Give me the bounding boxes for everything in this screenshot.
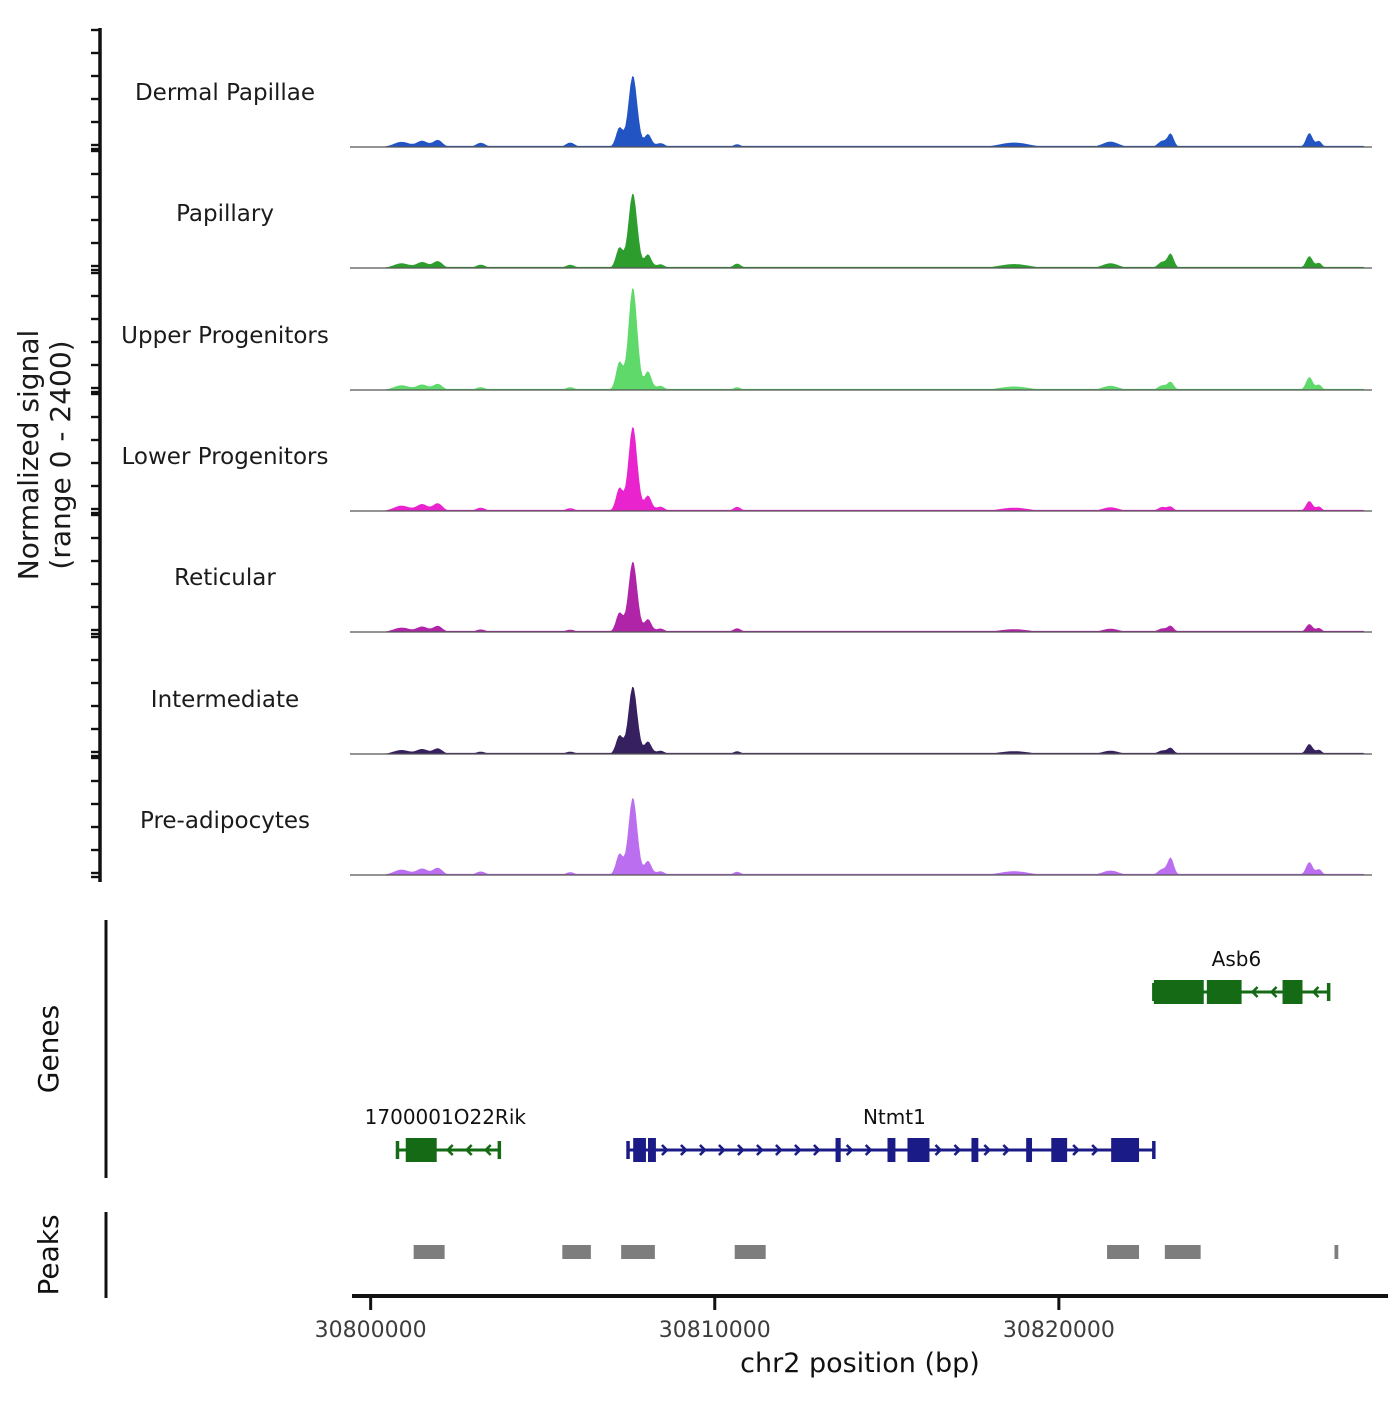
x-axis-tick-label: 30820000 bbox=[1003, 1318, 1115, 1343]
signal-track-intermediate: Intermediate bbox=[151, 686, 1372, 755]
y-axis-label-line2: (range 0 - 2400) bbox=[44, 340, 77, 569]
signal-area-upper-progenitors bbox=[350, 288, 1372, 390]
peak-box bbox=[734, 1245, 766, 1259]
strand-arrow-icon bbox=[445, 1144, 454, 1156]
gene-exon bbox=[1111, 1138, 1140, 1162]
track-label-reticular: Reticular bbox=[174, 565, 276, 591]
x-axis-tick-label: 30800000 bbox=[315, 1318, 427, 1343]
x-axis-ticks: 30800000 30810000 30820000 bbox=[315, 1296, 1115, 1343]
gene-exon bbox=[1206, 980, 1242, 1004]
strand-arrow-icon bbox=[1002, 1144, 1011, 1156]
gene-exon bbox=[633, 1138, 646, 1162]
peak-box bbox=[1164, 1245, 1201, 1259]
strand-arrow-icon bbox=[736, 1144, 745, 1156]
track-label-intermediate: Intermediate bbox=[151, 687, 299, 713]
signal-area-reticular bbox=[350, 561, 1372, 632]
strand-arrow-icon bbox=[934, 1144, 943, 1156]
x-axis-title: chr2 position (bp) bbox=[740, 1348, 980, 1379]
peak-box bbox=[413, 1245, 445, 1259]
strand-arrow-icon bbox=[864, 1144, 873, 1156]
signal-track-lower-progenitors: Lower Progenitors bbox=[122, 427, 1372, 512]
peak-box bbox=[621, 1245, 655, 1259]
genes-section-label: Genes bbox=[32, 1005, 65, 1093]
gene-models: Asb6 1700001O22Rik Ntmt1 bbox=[365, 947, 1331, 1162]
signal-track-reticular: Reticular bbox=[174, 561, 1372, 633]
signal-area-papillary bbox=[350, 193, 1372, 268]
peak-box bbox=[562, 1245, 591, 1259]
strand-arrow-icon bbox=[698, 1144, 707, 1156]
strand-arrow-icon bbox=[1250, 986, 1259, 998]
track-label-lower-progenitors: Lower Progenitors bbox=[122, 444, 329, 470]
signal-area-dermal-papillae bbox=[350, 76, 1372, 147]
strand-arrow-icon bbox=[483, 1144, 492, 1156]
strand-arrow-icon bbox=[793, 1144, 802, 1156]
strand-arrow-icon bbox=[717, 1144, 726, 1156]
gene-name-label: Asb6 bbox=[1212, 947, 1262, 971]
peak-boxes bbox=[413, 1245, 1339, 1259]
strand-arrow-icon bbox=[1311, 986, 1320, 998]
peaks-section-label: Peaks bbox=[32, 1214, 65, 1295]
signal-area-pre-adipocytes bbox=[350, 798, 1372, 875]
gene-exon bbox=[405, 1138, 437, 1162]
gene-exon bbox=[1026, 1138, 1033, 1162]
gene-name-label: 1700001O22Rik bbox=[365, 1105, 527, 1129]
signal-area-intermediate bbox=[350, 686, 1372, 754]
strand-arrow-icon bbox=[679, 1144, 688, 1156]
track-label-papillary: Papillary bbox=[176, 201, 274, 227]
gene-name-label: Ntmt1 bbox=[863, 1105, 926, 1129]
gene-exon bbox=[971, 1138, 979, 1162]
gene-exon bbox=[887, 1138, 896, 1162]
gene-asb6: Asb6 bbox=[1152, 947, 1331, 1004]
strand-arrow-icon bbox=[983, 1144, 992, 1156]
signal-track-upper-progenitors: Upper Progenitors bbox=[121, 288, 1372, 391]
peak-box bbox=[1334, 1245, 1339, 1259]
strand-arrow-icon bbox=[464, 1144, 473, 1156]
signal-track-papillary: Papillary bbox=[176, 193, 1372, 269]
gene-exon bbox=[835, 1138, 841, 1162]
strand-arrow-icon bbox=[812, 1144, 821, 1156]
strand-arrow-icon bbox=[774, 1144, 783, 1156]
strand-arrow-icon bbox=[755, 1144, 764, 1156]
track-label-dermal-papillae: Dermal Papillae bbox=[135, 80, 315, 106]
signal-track-dermal-papillae: Dermal Papillae bbox=[135, 76, 1372, 148]
gene-ntmt1: Ntmt1 bbox=[626, 1105, 1156, 1162]
gene-exon bbox=[1051, 1138, 1068, 1162]
gene-exon bbox=[647, 1138, 656, 1162]
strand-arrow-icon bbox=[1269, 986, 1278, 998]
signal-tracks: Dermal Papillae Papillary Upper Progenitor… bbox=[121, 76, 1372, 876]
gene-exon bbox=[1153, 980, 1204, 1004]
peak-box bbox=[1107, 1245, 1140, 1259]
strand-arrow-icon bbox=[1072, 1144, 1080, 1156]
y-axis-label-line1: Normalized signal bbox=[12, 330, 45, 581]
signal-y-axis-ticks bbox=[91, 28, 100, 879]
strand-arrow-icon bbox=[845, 1144, 854, 1156]
strand-arrow-icon bbox=[1091, 1144, 1099, 1156]
gene-exon bbox=[1282, 980, 1303, 1004]
x-axis-tick-label: 30810000 bbox=[659, 1318, 771, 1343]
signal-track-pre-adipocytes: Pre-adipocytes bbox=[140, 798, 1372, 876]
gene-exon bbox=[907, 1138, 930, 1162]
track-label-upper-progenitors: Upper Progenitors bbox=[121, 323, 329, 349]
track-label-pre-adipocytes: Pre-adipocytes bbox=[140, 808, 310, 834]
strand-arrow-icon bbox=[953, 1144, 962, 1156]
signal-area-lower-progenitors bbox=[350, 427, 1372, 511]
strand-arrow-icon bbox=[660, 1144, 669, 1156]
gene-1700001o22rik: 1700001O22Rik bbox=[365, 1105, 527, 1162]
